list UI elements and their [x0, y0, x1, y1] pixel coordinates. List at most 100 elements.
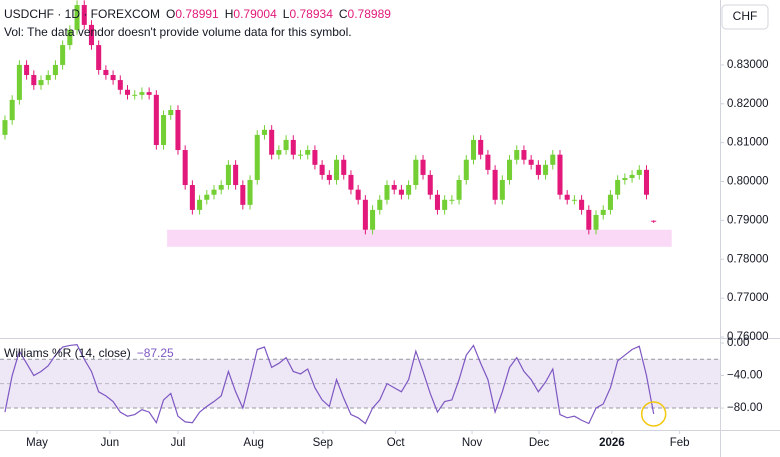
- candle-body: [571, 199, 577, 201]
- y-tick-label: 0.80000: [727, 176, 769, 188]
- williams-pane: [0, 342, 724, 427]
- candle-body: [319, 164, 325, 175]
- ohlc-key: L: [283, 7, 290, 21]
- candle-body: [334, 159, 340, 180]
- candle-body: [16, 64, 22, 100]
- candle-body: [189, 185, 195, 210]
- candle-body: [600, 209, 606, 215]
- candle-body: [521, 150, 527, 160]
- candle-body: [261, 129, 267, 135]
- candle-body: [161, 115, 167, 145]
- candle-body: [434, 194, 440, 210]
- indicator-name: Williams %R (14, close): [4, 346, 131, 360]
- y-tick-label: 0.82000: [727, 98, 769, 110]
- ohlc-key: H: [225, 7, 234, 21]
- candle-body: [413, 159, 419, 186]
- x-tick-label: Jun: [101, 437, 120, 449]
- x-tick-label: Nov: [462, 437, 483, 449]
- y-tick-label: 0.78000: [727, 253, 769, 265]
- candle-body: [463, 159, 469, 180]
- candle-body: [305, 150, 311, 155]
- candle-body: [52, 64, 58, 76]
- y-tick-label: 0.83000: [727, 59, 769, 71]
- candle-body: [370, 209, 376, 230]
- candle-body: [74, 5, 80, 30]
- indicator-header: Williams %R (14, close) −87.25: [4, 346, 174, 360]
- candle-body: [312, 150, 318, 165]
- price-pane: [2, 0, 724, 338]
- x-tick-label: Aug: [243, 437, 263, 449]
- x-tick-label: Jul: [171, 437, 186, 449]
- candle-body: [420, 159, 426, 175]
- candle-body: [377, 199, 383, 210]
- candle-body: [593, 214, 599, 230]
- candle-body: [247, 179, 253, 205]
- candle-body: [485, 154, 491, 170]
- candle-body: [355, 189, 361, 200]
- ohlc-value: 0.79004: [233, 7, 277, 21]
- candle-body: [507, 159, 513, 180]
- candle-body: [168, 110, 174, 116]
- x-tick-label: Oct: [387, 437, 406, 449]
- candle-body: [38, 80, 44, 86]
- candle-body: [211, 189, 217, 195]
- candle-body: [651, 220, 657, 222]
- candle-body: [636, 169, 642, 175]
- candle-body: [269, 129, 275, 155]
- candle-body: [132, 94, 138, 96]
- x-tick-label: May: [26, 437, 48, 449]
- candle-body: [45, 75, 51, 81]
- currency-label[interactable]: CHF: [733, 9, 758, 23]
- candle-body: [103, 69, 109, 76]
- x-tick-label: Feb: [670, 437, 690, 449]
- candle-body: [326, 174, 332, 180]
- candle-body: [67, 29, 73, 46]
- volume-note: Vol: The data vendor doesn't provide vol…: [4, 25, 352, 39]
- candle-body: [60, 45, 66, 65]
- candle-body: [182, 150, 188, 186]
- x-tick-label: Sep: [313, 437, 333, 449]
- x-tick-label: Dec: [529, 437, 550, 449]
- candle-body: [629, 174, 635, 179]
- candle-body: [427, 174, 433, 195]
- candle-body: [643, 169, 650, 195]
- candle-body: [117, 80, 123, 90]
- candle-body: [96, 45, 102, 70]
- indicator-value: −87.25: [137, 346, 174, 360]
- candle-body: [81, 5, 87, 25]
- candle-body: [607, 194, 613, 210]
- candle-body: [362, 199, 368, 230]
- candle-body: [528, 159, 534, 165]
- candle-body: [492, 169, 498, 200]
- williams-line: [4, 343, 655, 425]
- candle-body: [88, 24, 94, 46]
- y-tick-label: 0.81000: [727, 137, 769, 149]
- candle-body: [24, 64, 30, 76]
- candle-body: [535, 164, 541, 175]
- candle-body: [341, 159, 347, 175]
- currency-button[interactable]: [721, 4, 769, 30]
- candle-body: [622, 178, 628, 180]
- candle-body: [290, 139, 296, 155]
- y-tick-label: 0.76000: [727, 331, 769, 343]
- candle-body: [478, 139, 484, 155]
- candle-body: [204, 194, 210, 200]
- candle-body: [514, 150, 520, 160]
- ohlc-value: 0.78989: [348, 7, 392, 21]
- candle-body: [124, 89, 131, 95]
- candle-body: [31, 75, 37, 86]
- candle-body: [9, 99, 15, 121]
- candle-body: [153, 94, 159, 145]
- candle-body: [499, 179, 505, 200]
- y-tick-label: −80.00: [727, 402, 763, 414]
- candle-body: [564, 194, 570, 200]
- candle-body: [406, 185, 412, 195]
- y-tick-label: 0.77000: [727, 292, 769, 304]
- y-tick-label: −40.00: [727, 370, 763, 382]
- support-zone: [167, 229, 672, 247]
- y-tick-label: 0.00: [727, 337, 749, 349]
- ohlc-value: 0.78934: [289, 7, 333, 21]
- candle-body: [110, 75, 116, 81]
- ohlc-key: O: [166, 7, 175, 21]
